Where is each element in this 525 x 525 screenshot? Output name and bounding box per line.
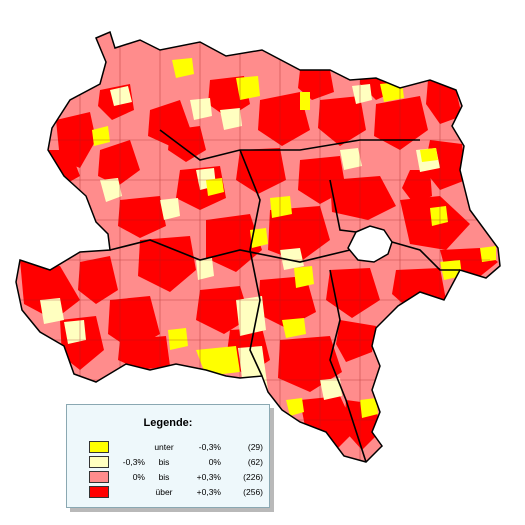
legend-to: 0% [208, 457, 221, 467]
legend-row-slight-neg: -0,3% bis 0% (62) [67, 456, 271, 469]
legend-to: -0,3% [198, 442, 221, 452]
legend-from: 0% [132, 472, 145, 482]
legend-row-below: unter -0,3% (29) [67, 441, 271, 454]
legend-row-slight-pos: 0% bis +0,3% (226) [67, 471, 271, 484]
legend-count: (62) [247, 457, 263, 467]
legend-swatch-slight-pos [89, 471, 109, 483]
legend-row-above: über +0,3% (256) [67, 486, 271, 499]
legend-title: Legende: [143, 417, 193, 429]
legend-count: (256) [243, 487, 263, 497]
legend-to: +0,3% [196, 487, 221, 497]
legend-mid: unter [154, 442, 174, 452]
legend-count: (29) [247, 442, 263, 452]
legend-mid: bis [158, 472, 170, 482]
legend-mid: bis [158, 457, 170, 467]
legend-from: -0,3% [122, 457, 145, 467]
legend-mid: über [155, 487, 173, 497]
legend-to: +0,3% [196, 472, 221, 482]
legend-swatch-below [89, 441, 109, 453]
legend-count: (226) [243, 472, 263, 482]
legend: Legende: unter -0,3% (29) -0,3% bis 0% (… [66, 404, 270, 508]
legend-swatch-slight-neg [89, 456, 109, 468]
state-outline [15, 30, 501, 463]
vienna-enclave [347, 225, 393, 263]
legend-swatch-above [89, 486, 109, 498]
region-borders [109, 129, 460, 462]
